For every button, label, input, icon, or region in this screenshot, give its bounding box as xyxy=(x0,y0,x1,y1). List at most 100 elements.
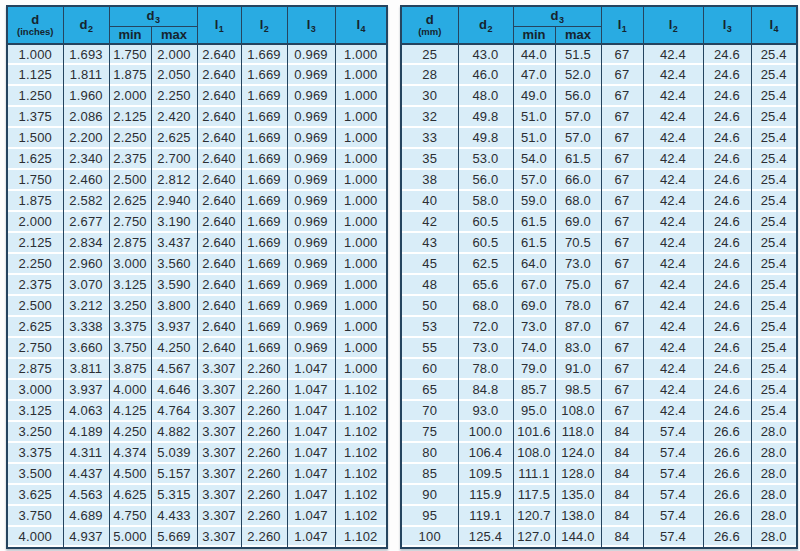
table-cell: 67 xyxy=(601,254,643,275)
table-cell: 2.640 xyxy=(197,254,241,275)
table-row: 2.5003.2123.2503.8002.6401.6690.9691.000 xyxy=(7,296,387,317)
table-cell: 93.0 xyxy=(458,401,513,422)
table-cell: 1.047 xyxy=(287,485,335,506)
col-header-d3-group: d3 xyxy=(109,6,197,26)
table-cell: 2.940 xyxy=(151,191,197,212)
table-cell: 3.625 xyxy=(7,485,63,506)
table-cell: 26.6 xyxy=(703,527,751,548)
table-cell: 1.669 xyxy=(241,338,287,359)
table-cell: 25.4 xyxy=(751,65,797,86)
table-cell: 1.669 xyxy=(241,317,287,338)
table-row: 1.2501.9602.0002.2502.6401.6690.9691.000 xyxy=(7,86,387,107)
table-cell: 1.811 xyxy=(63,65,109,86)
table-cell: 38 xyxy=(401,170,458,191)
table-cell: 1.000 xyxy=(335,65,387,86)
table-cell: 4.000 xyxy=(7,527,63,548)
table-cell: 24.6 xyxy=(703,212,751,233)
table-row: 4.0004.9375.0005.6693.3072.2601.0471.102 xyxy=(7,527,387,548)
table-row: 3.6254.5634.6255.3153.3072.2601.0471.102 xyxy=(7,485,387,506)
table-cell: 5.000 xyxy=(109,527,151,548)
table-cell: 4.567 xyxy=(151,359,197,380)
table-row: 4260.561.569.06742.424.625.4 xyxy=(401,212,797,233)
table-cell: 24.6 xyxy=(703,401,751,422)
table-cell: 3.125 xyxy=(7,401,63,422)
table-cell: 24.6 xyxy=(703,65,751,86)
table-cell: 70.5 xyxy=(555,233,601,254)
table-cell: 56.0 xyxy=(555,86,601,107)
table-cell: 2.340 xyxy=(63,149,109,170)
table-cell: 1.250 xyxy=(7,86,63,107)
table-cell: 115.9 xyxy=(458,485,513,506)
table-cell: 57.4 xyxy=(643,464,703,485)
table-cell: 84 xyxy=(601,464,643,485)
table-cell: 42.4 xyxy=(643,86,703,107)
table-cell: 3.875 xyxy=(109,359,151,380)
table-cell: 90 xyxy=(401,485,458,506)
table-cell: 1.000 xyxy=(335,254,387,275)
table-cell: 100.0 xyxy=(458,422,513,443)
table-cell: 0.969 xyxy=(287,65,335,86)
table-cell: 135.0 xyxy=(555,485,601,506)
table-cell: 3.750 xyxy=(109,338,151,359)
table-cell: 60.5 xyxy=(458,233,513,254)
table-cell: 25.4 xyxy=(751,107,797,128)
table-cell: 1.102 xyxy=(335,464,387,485)
col-header-l4: l4 xyxy=(751,6,797,44)
table-row: 6584.885.798.56742.424.625.4 xyxy=(401,380,797,401)
col-header-d3-max: max xyxy=(555,26,601,44)
table-cell: 1.102 xyxy=(335,506,387,527)
table-cell: 67 xyxy=(601,170,643,191)
d-symbol: d xyxy=(426,12,434,27)
table-cell: 68.0 xyxy=(555,191,601,212)
table-cell: 3.190 xyxy=(151,212,197,233)
table-cell: 24.6 xyxy=(703,149,751,170)
table-cell: 49.8 xyxy=(458,128,513,149)
table-cell: 1.693 xyxy=(63,44,109,65)
table-cell: 25.4 xyxy=(751,233,797,254)
table-cell: 2.640 xyxy=(197,317,241,338)
col-header-d3-group: d3 xyxy=(513,6,601,26)
table-cell: 24.6 xyxy=(703,44,751,65)
table-cell: 1.750 xyxy=(7,170,63,191)
table-cell: 45 xyxy=(401,254,458,275)
table-cell: 84 xyxy=(601,485,643,506)
table-cell: 1.000 xyxy=(335,233,387,254)
table-cell: 3.375 xyxy=(109,317,151,338)
table-cell: 56.0 xyxy=(458,170,513,191)
table-cell: 5.315 xyxy=(151,485,197,506)
table-cell: 2.625 xyxy=(151,128,197,149)
table-cell: 42.4 xyxy=(643,212,703,233)
table-cell: 83.0 xyxy=(555,338,601,359)
table-cell: 42.4 xyxy=(643,338,703,359)
table-cell: 42.4 xyxy=(643,401,703,422)
mm-dimension-table: d (mm) d2 d3 l1 l2 l3 l4 min max 2543.04… xyxy=(400,5,798,549)
table-cell: 3.937 xyxy=(63,380,109,401)
table-cell: 2.750 xyxy=(109,212,151,233)
table-cell: 2.875 xyxy=(7,359,63,380)
inch-table-header: d (inches) d2 d3 l1 l2 l3 l4 min max xyxy=(7,6,387,44)
table-cell: 2.200 xyxy=(63,128,109,149)
table-cell: 65.6 xyxy=(458,275,513,296)
table-cell: 124.0 xyxy=(555,443,601,464)
table-cell: 3.307 xyxy=(197,464,241,485)
table-cell: 1.669 xyxy=(241,254,287,275)
table-cell: 2.125 xyxy=(109,107,151,128)
table-cell: 1.750 xyxy=(109,44,151,65)
table-cell: 2.260 xyxy=(241,380,287,401)
table-cell: 2.640 xyxy=(197,65,241,86)
table-row: 3856.057.066.06742.424.625.4 xyxy=(401,170,797,191)
table-cell: 1.875 xyxy=(109,65,151,86)
table-cell: 61.5 xyxy=(513,233,555,254)
table-cell: 1.669 xyxy=(241,44,287,65)
table-cell: 26.6 xyxy=(703,422,751,443)
table-cell: 3.250 xyxy=(7,422,63,443)
table-cell: 0.969 xyxy=(287,107,335,128)
table-cell: 75.0 xyxy=(555,275,601,296)
table-row: 1.3752.0862.1252.4202.6401.6690.9691.000 xyxy=(7,107,387,128)
table-cell: 46.0 xyxy=(458,65,513,86)
table-cell: 4.250 xyxy=(151,338,197,359)
table-cell: 67 xyxy=(601,317,643,338)
table-cell: 144.0 xyxy=(555,527,601,548)
table-cell: 30 xyxy=(401,86,458,107)
table-cell: 25.4 xyxy=(751,191,797,212)
